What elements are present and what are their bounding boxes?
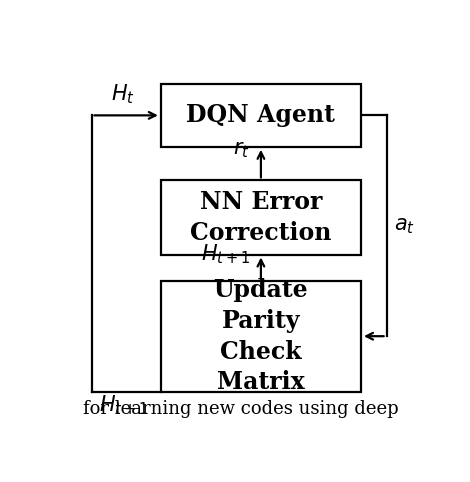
Text: $r_t$: $r_t$ [233,140,250,160]
FancyBboxPatch shape [161,281,361,392]
Text: $H_{t+1}$: $H_{t+1}$ [99,394,148,417]
Text: for learning new codes using deep: for learning new codes using deep [83,400,399,418]
Text: $H_t$: $H_t$ [111,82,134,106]
Text: $H_{t+1}$: $H_{t+1}$ [201,242,250,266]
Text: $a_t$: $a_t$ [394,216,415,236]
FancyBboxPatch shape [161,180,361,254]
Text: DQN Agent: DQN Agent [187,103,336,127]
FancyBboxPatch shape [161,84,361,147]
Text: NN Error
Correction: NN Error Correction [190,190,332,245]
Text: Update
Parity
Check
Matrix: Update Parity Check Matrix [213,278,308,394]
